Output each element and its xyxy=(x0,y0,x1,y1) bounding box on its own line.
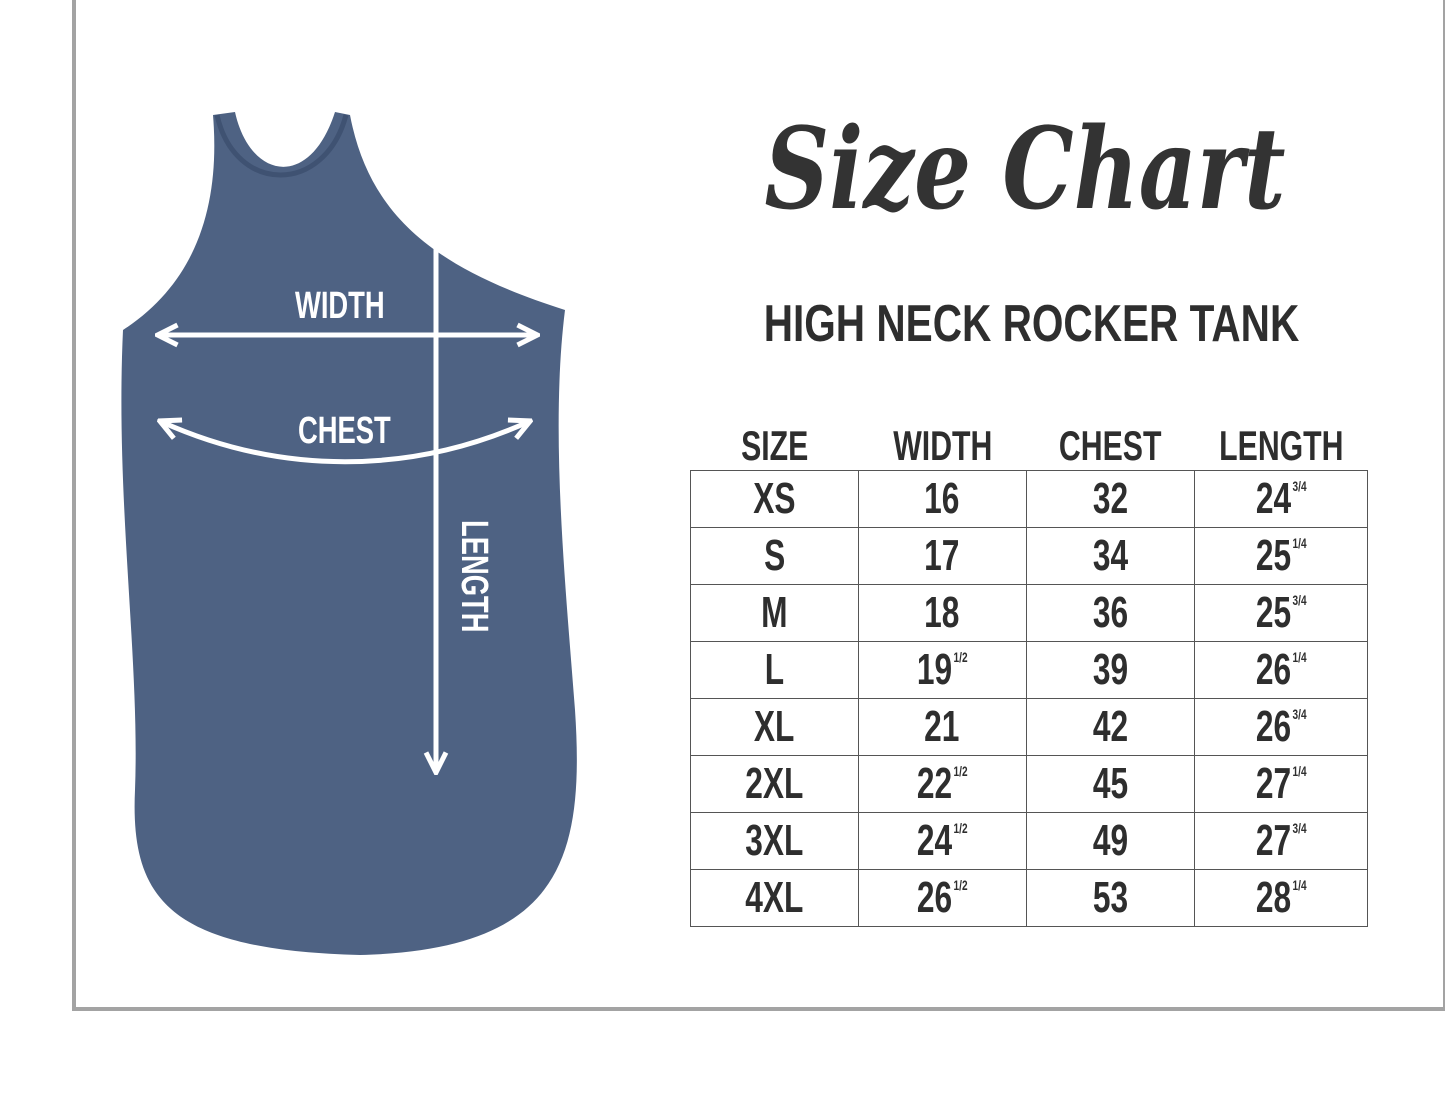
chest-cell: 53 xyxy=(1026,869,1195,927)
length-cell: 253/4 xyxy=(1194,584,1368,642)
width-cell: 18 xyxy=(858,584,1027,642)
size-cell: XS xyxy=(690,470,859,528)
size-cell: S xyxy=(690,527,859,585)
length-value: 27 xyxy=(1255,816,1291,865)
length-value: 25 xyxy=(1255,531,1291,580)
width-cell: 241/2 xyxy=(858,812,1027,870)
length-cell: 261/4 xyxy=(1194,641,1368,699)
length-value: 27 xyxy=(1255,759,1291,808)
width-fraction: 1/2 xyxy=(953,877,968,893)
length-fraction: 3/4 xyxy=(1292,478,1307,494)
size-value: 3XL xyxy=(745,816,804,865)
chest-cell: 39 xyxy=(1026,641,1195,699)
chest-value: 53 xyxy=(1092,873,1129,922)
table-row: XL 21 42 263/4 xyxy=(690,698,1368,756)
width-cell: 221/2 xyxy=(858,755,1027,813)
width-value: 19 xyxy=(917,645,953,694)
chest-cell: 34 xyxy=(1026,527,1195,585)
length-fraction: 3/4 xyxy=(1292,592,1307,608)
table-row: L 191/2 39 261/4 xyxy=(690,641,1368,699)
length-value: 24 xyxy=(1255,474,1291,523)
header-length: LENGTH xyxy=(1218,422,1343,469)
chest-cell: 45 xyxy=(1026,755,1195,813)
chest-cell: 36 xyxy=(1026,584,1195,642)
width-value: 17 xyxy=(924,531,960,580)
length-cell: 263/4 xyxy=(1194,698,1368,756)
header-size: SIZE xyxy=(740,422,809,469)
width-fraction: 1/2 xyxy=(953,649,968,665)
table-row: S 17 34 251/4 xyxy=(690,527,1368,585)
header-chest: CHEST xyxy=(1059,422,1162,469)
length-cell: 243/4 xyxy=(1194,470,1368,528)
chest-cell: 32 xyxy=(1026,470,1195,528)
length-value: 26 xyxy=(1255,645,1291,694)
image-frame xyxy=(72,0,1445,1011)
tank-top-illustration xyxy=(121,112,577,955)
size-value: XS xyxy=(753,474,796,523)
length-fraction: 3/4 xyxy=(1292,820,1307,836)
length-fraction: 1/4 xyxy=(1292,877,1307,893)
width-value: 22 xyxy=(917,759,953,808)
length-fraction: 1/4 xyxy=(1292,649,1307,665)
width-cell: 21 xyxy=(858,698,1027,756)
width-cell: 16 xyxy=(858,470,1027,528)
size-value: XL xyxy=(754,702,795,751)
chest-cell: 49 xyxy=(1026,812,1195,870)
product-name: HIGH NECK ROCKER TANK xyxy=(763,295,1300,353)
width-value: 24 xyxy=(917,816,953,865)
width-value: 16 xyxy=(924,474,960,523)
length-value: 25 xyxy=(1255,588,1291,637)
table-row: 2XL 221/2 45 271/4 xyxy=(690,755,1368,813)
width-cell: 261/2 xyxy=(858,869,1027,927)
length-cell: 273/4 xyxy=(1194,812,1368,870)
chest-value: 49 xyxy=(1092,816,1129,865)
chest-cell: 42 xyxy=(1026,698,1195,756)
size-value: M xyxy=(761,588,788,637)
length-value: 28 xyxy=(1255,873,1291,922)
length-cell: 251/4 xyxy=(1194,527,1368,585)
length-fraction: 3/4 xyxy=(1292,706,1307,722)
width-value: 18 xyxy=(924,588,960,637)
width-fraction: 1/2 xyxy=(953,820,968,836)
chest-value: 45 xyxy=(1092,759,1129,808)
size-cell: 2XL xyxy=(690,755,859,813)
width-fraction: 1/2 xyxy=(953,763,968,779)
length-value: 26 xyxy=(1255,702,1291,751)
length-fraction: 1/4 xyxy=(1292,535,1307,551)
tank-body xyxy=(121,112,577,955)
size-cell: L xyxy=(690,641,859,699)
size-cell: 3XL xyxy=(690,812,859,870)
chest-arrow xyxy=(162,422,528,465)
chest-value: 36 xyxy=(1092,588,1129,637)
length-cell: 281/4 xyxy=(1194,869,1368,927)
table-row: M 18 36 253/4 xyxy=(690,584,1368,642)
size-cell: XL xyxy=(690,698,859,756)
chest-value: 39 xyxy=(1092,645,1129,694)
table-row: 3XL 241/2 49 273/4 xyxy=(690,812,1368,870)
length-fraction: 1/4 xyxy=(1292,763,1307,779)
size-value: 4XL xyxy=(745,873,804,922)
size-cell: 4XL xyxy=(690,869,859,927)
width-value: 21 xyxy=(924,702,960,751)
table-header-row: SIZE WIDTH CHEST LENGTH xyxy=(691,420,1368,471)
table-row: 4XL 261/2 53 281/4 xyxy=(690,869,1368,927)
chest-value: 34 xyxy=(1092,531,1129,580)
size-value: 2XL xyxy=(745,759,804,808)
width-label: WIDTH xyxy=(295,285,385,327)
chest-value: 32 xyxy=(1092,474,1129,523)
size-cell: M xyxy=(690,584,859,642)
width-cell: 191/2 xyxy=(858,641,1027,699)
size-value: L xyxy=(764,645,785,694)
table-row: XS 16 32 243/4 xyxy=(690,470,1368,528)
width-value: 26 xyxy=(917,873,953,922)
page-title: Size Chart xyxy=(764,104,1286,235)
length-cell: 271/4 xyxy=(1194,755,1368,813)
size-value: S xyxy=(763,531,786,580)
chest-label: CHEST xyxy=(298,410,391,452)
width-cell: 17 xyxy=(858,527,1027,585)
length-label: LENGTH xyxy=(453,520,495,633)
header-width: WIDTH xyxy=(892,422,993,469)
chest-value: 42 xyxy=(1092,702,1129,751)
size-table: SIZE WIDTH CHEST LENGTH XS 16 32 243/4 S 17 34… xyxy=(690,420,1368,927)
